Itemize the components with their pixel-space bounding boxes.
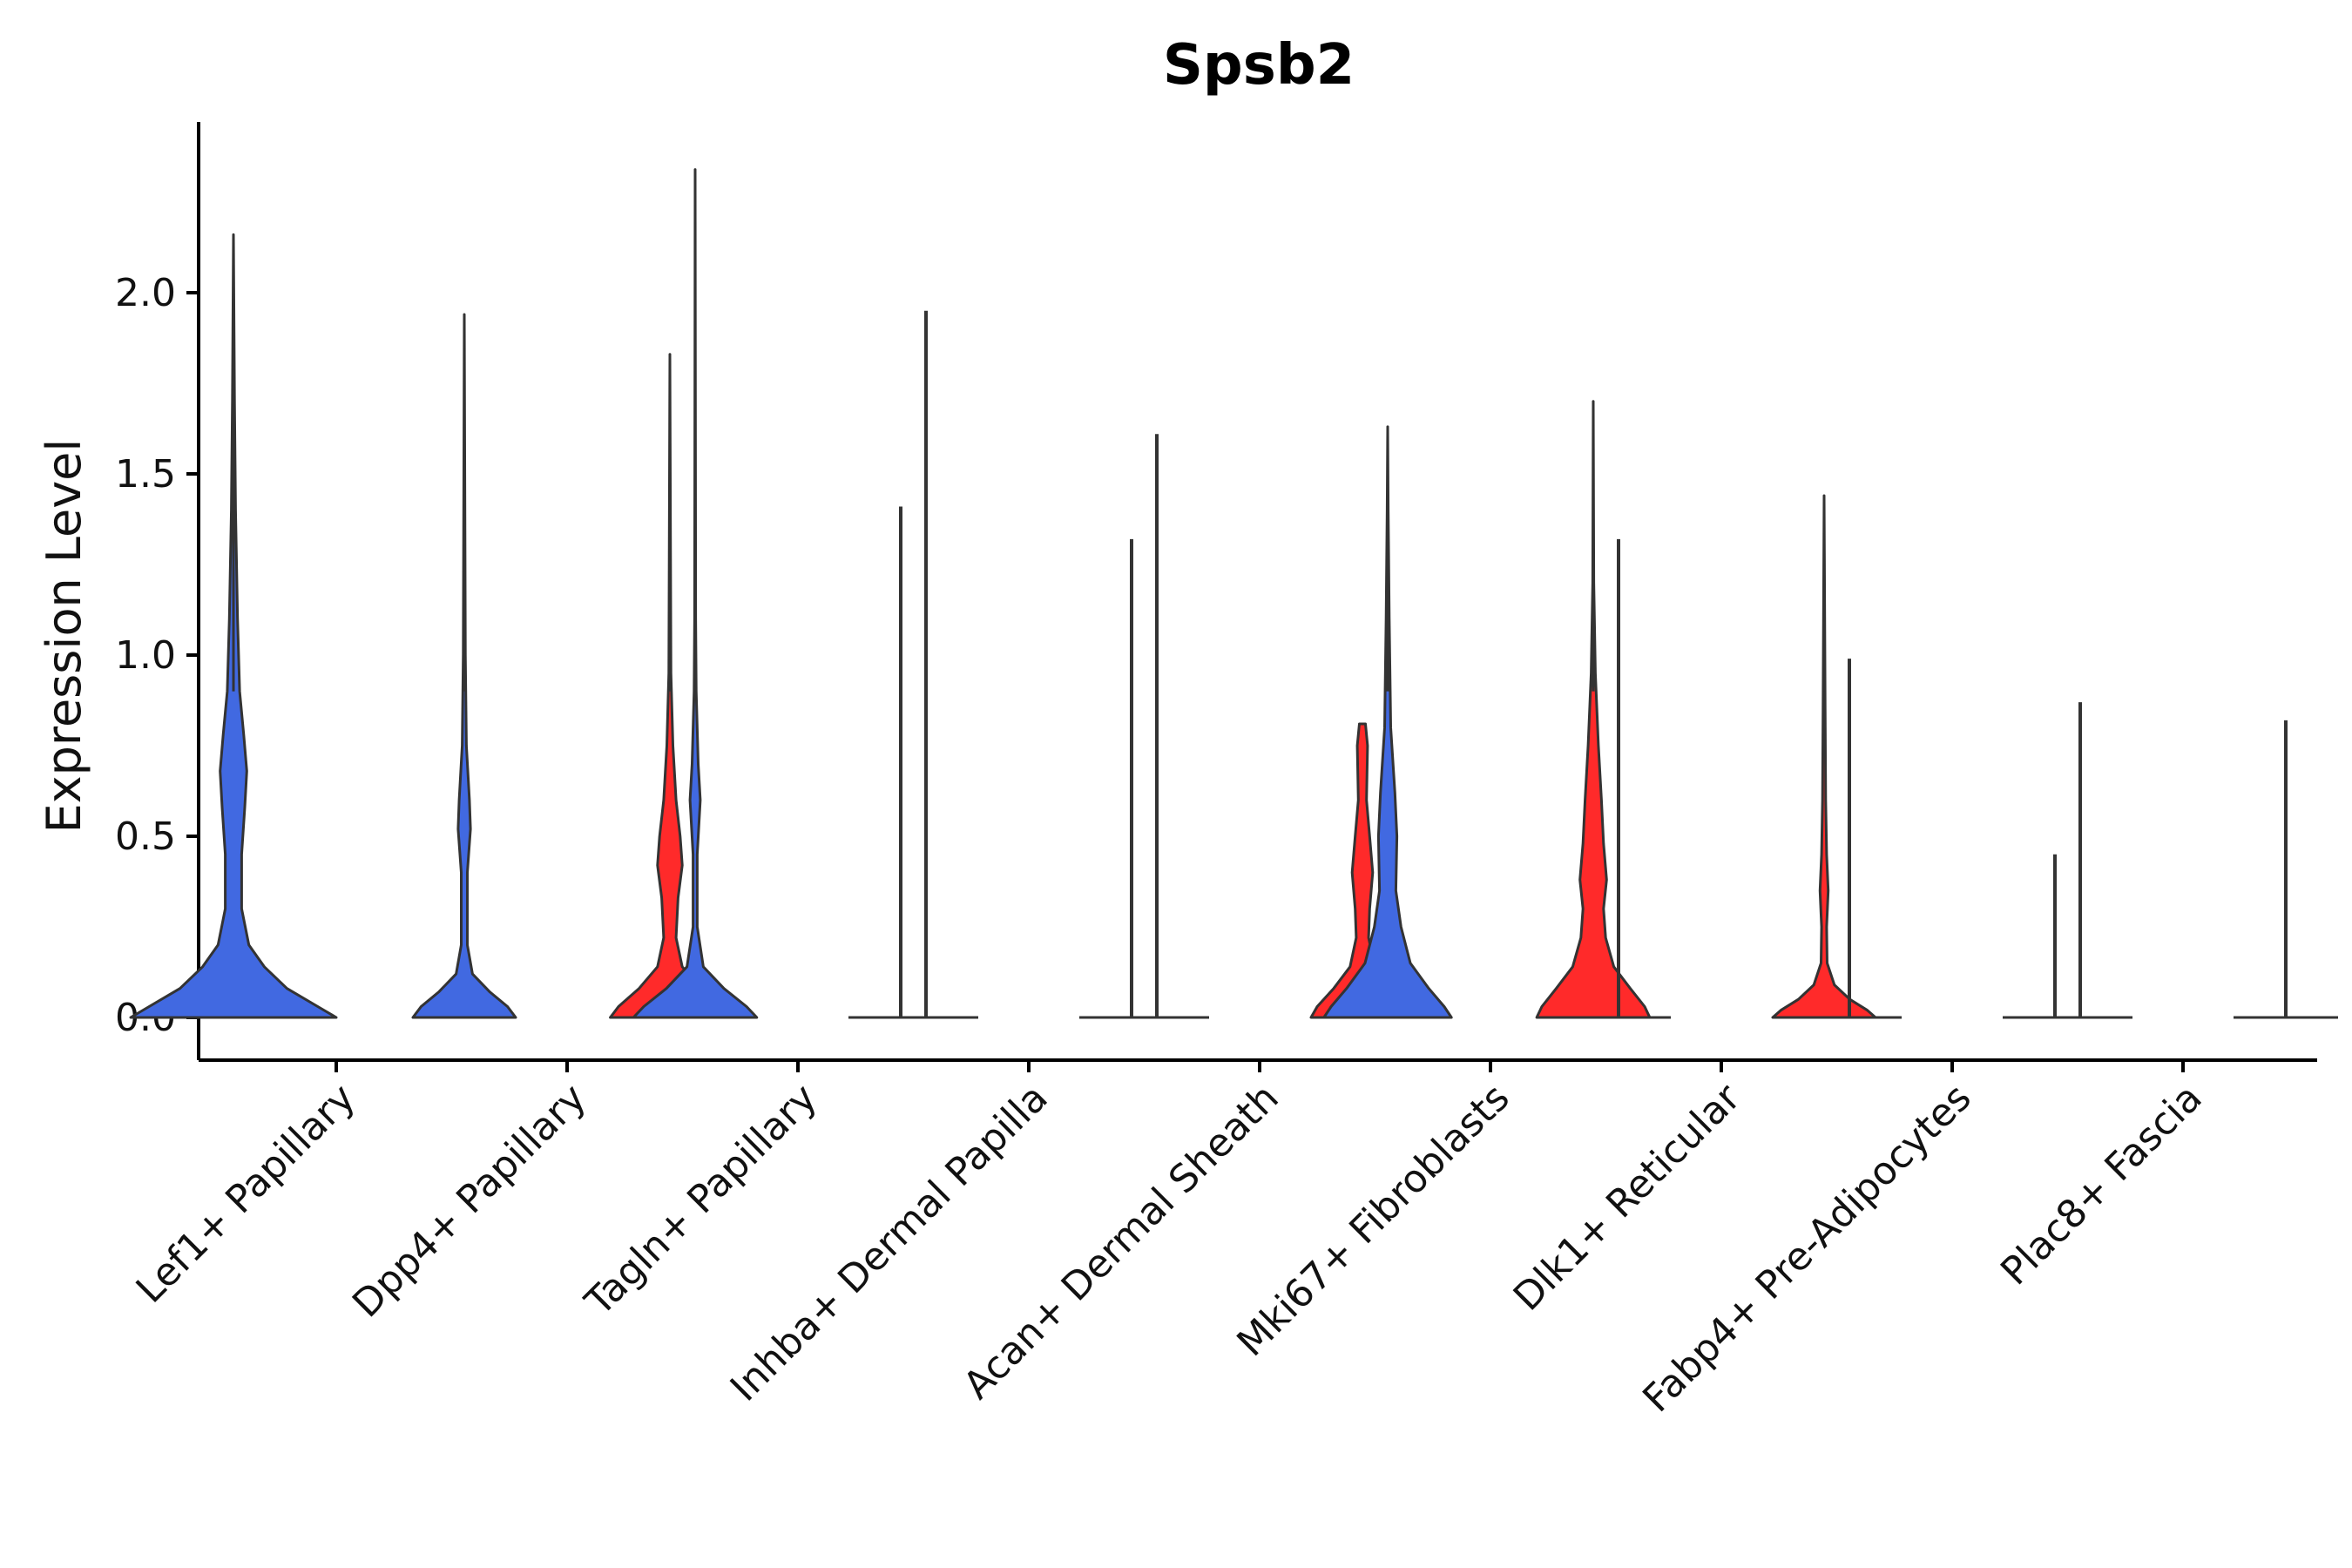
- violin-group_a-5: [1322, 425, 1453, 1019]
- x-tick-label: Dlk1+ Reticular: [1505, 1075, 1750, 1320]
- x-tick-label: Plac8+ Fascia: [1992, 1076, 2211, 1294]
- x-tick-label: Tagln+ Papillary: [577, 1076, 826, 1325]
- axes: 0.00.51.01.52.0: [115, 122, 2317, 1072]
- y-tick-label: 0.5: [115, 814, 176, 859]
- violins: [129, 168, 2338, 1019]
- y-tick-label: 1.5: [115, 452, 176, 497]
- y-axis-label: Expression Level: [37, 439, 91, 834]
- y-tick-label: 2.0: [115, 271, 176, 315]
- chart-title: Spsb2: [1163, 33, 1355, 98]
- x-tick-label: Lef1+ Papillary: [128, 1076, 364, 1312]
- x-tick-label: Dpp4+ Papillary: [344, 1076, 595, 1327]
- y-tick-label: 1.0: [115, 633, 176, 678]
